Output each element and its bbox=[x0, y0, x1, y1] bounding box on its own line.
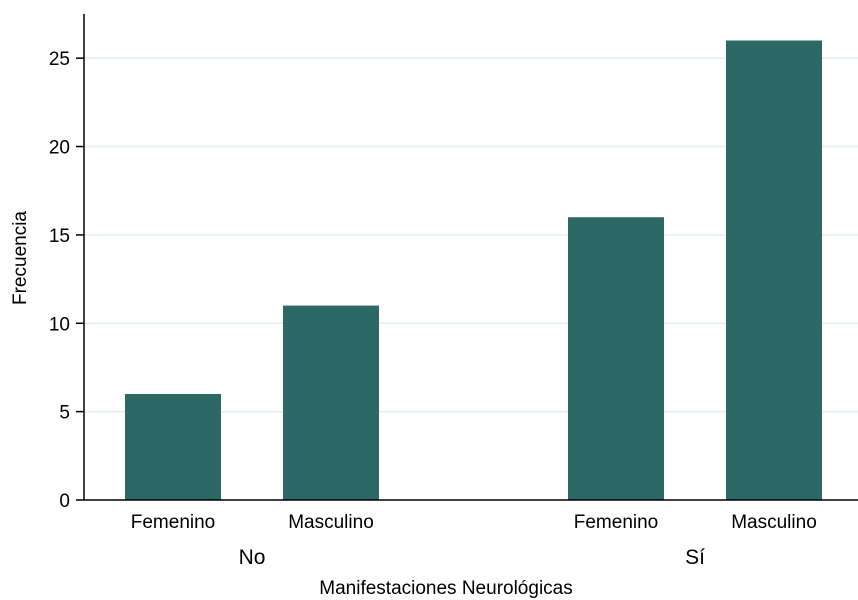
y-tick-label: 0 bbox=[59, 491, 70, 512]
y-ticks: 0 5 10 15 20 25 bbox=[49, 49, 84, 512]
x-axis-label: Manifestaciones Neurológicas bbox=[319, 578, 572, 599]
y-axis-label: Frecuencia bbox=[10, 211, 31, 305]
bar bbox=[125, 393, 221, 500]
bar bbox=[283, 305, 379, 500]
group-label: No bbox=[239, 546, 266, 569]
y-tick-label: 20 bbox=[49, 138, 70, 159]
y-tick-label: 5 bbox=[59, 403, 70, 424]
x-tick-labels: Femenino Masculino Femenino Masculino bbox=[131, 512, 817, 533]
axes bbox=[83, 14, 858, 501]
y-tick-label: 15 bbox=[49, 226, 70, 247]
x-tick-label: Femenino bbox=[574, 512, 659, 533]
x-tick-label: Masculino bbox=[288, 512, 374, 533]
bars bbox=[125, 40, 822, 500]
y-tick-label: 10 bbox=[49, 314, 70, 335]
x-tick-label: Masculino bbox=[731, 512, 817, 533]
bar bbox=[726, 40, 822, 500]
bar bbox=[568, 217, 664, 500]
group-label: Sí bbox=[685, 546, 705, 569]
x-tick-label: Femenino bbox=[131, 512, 216, 533]
y-tick-label: 25 bbox=[49, 49, 70, 70]
group-labels: No Sí bbox=[239, 546, 706, 569]
